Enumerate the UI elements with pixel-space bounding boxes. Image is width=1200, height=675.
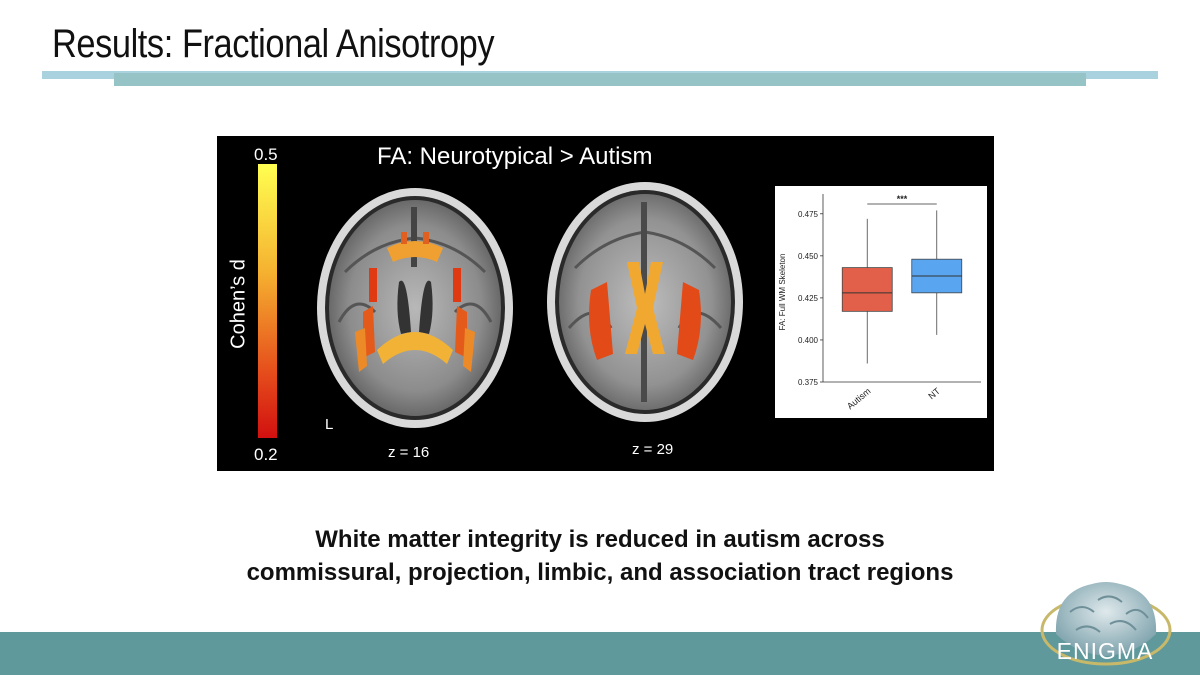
colorbar bbox=[258, 164, 277, 438]
y-tick-label: 0.375 bbox=[798, 378, 819, 387]
caption-line-1: White matter integrity is reduced in aut… bbox=[315, 526, 885, 553]
y-tick-label: 0.400 bbox=[798, 336, 819, 345]
y-tick-label: 0.450 bbox=[798, 252, 819, 261]
slide-caption: White matter integrity is reduced in aut… bbox=[0, 523, 1200, 589]
logo-text: ENIGMA bbox=[1056, 638, 1154, 664]
significance-label: *** bbox=[897, 194, 908, 204]
fa-boxplot: 0.375 0.400 0.425 0.450 0.475 FA: Full WM Ske… bbox=[775, 186, 987, 418]
slide-title: Results: Fractional Anisotropy bbox=[52, 22, 495, 66]
colorbar-max-label: 0.5 bbox=[254, 145, 278, 164]
boxplot-boxes bbox=[841, 210, 963, 364]
y-axis-label: FA: Full WM Skeleton bbox=[778, 254, 787, 331]
colorbar-min-label: 0.2 bbox=[254, 445, 278, 464]
slice-label-z29: z = 29 bbox=[632, 441, 674, 458]
boxplot-axis bbox=[820, 194, 981, 383]
slice-label-z16: z = 16 bbox=[388, 444, 430, 461]
y-tick-label: 0.475 bbox=[798, 210, 819, 219]
figure-title: FA: Neurotypical > Autism bbox=[377, 143, 653, 170]
brain-slice-z29 bbox=[547, 182, 743, 422]
orientation-label: L bbox=[325, 416, 334, 433]
box-autism bbox=[841, 267, 893, 312]
footer-bar bbox=[0, 632, 1200, 675]
fa-figure: 0.5 0.2 Cohen’s d FA: Neurotypical > Aut… bbox=[217, 136, 994, 471]
caption-line-2: commissural, projection, limbic, and ass… bbox=[246, 559, 954, 586]
title-rule-dark bbox=[114, 73, 1086, 86]
enigma-brain-logo-icon bbox=[1040, 582, 1172, 666]
y-tick-label: 0.425 bbox=[798, 294, 819, 303]
brain-slice-z16 bbox=[317, 188, 513, 428]
